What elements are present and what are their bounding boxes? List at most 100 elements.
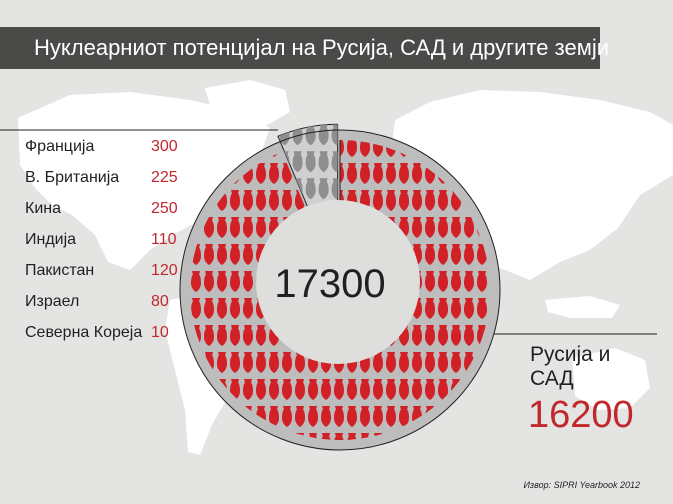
bomb-icon	[464, 325, 474, 346]
bomb-icon	[191, 163, 201, 184]
bomb-icon	[230, 190, 240, 211]
bomb-icon	[267, 97, 277, 118]
bomb-icon	[331, 178, 338, 200]
bomb-icon	[217, 352, 227, 373]
bomb-icon	[425, 217, 435, 238]
bomb-icon	[503, 406, 513, 427]
bomb-icon	[228, 97, 238, 118]
bomb-icon	[451, 217, 461, 238]
bomb-icon	[191, 406, 201, 427]
bomb-icon	[373, 406, 383, 427]
bomb-icon	[490, 190, 500, 211]
bomb-icon	[490, 433, 500, 454]
country-name: Израел	[25, 293, 80, 310]
bomb-icon	[243, 109, 253, 130]
bomb-icon	[464, 433, 474, 440]
bomb-icon	[477, 163, 487, 184]
legend-row: Израел 80	[25, 293, 185, 319]
bomb-icon	[331, 124, 338, 146]
bomb-icon	[425, 379, 435, 400]
bomb-icon	[449, 151, 459, 172]
bomb-icon	[165, 379, 175, 400]
bomb-icon	[243, 190, 253, 211]
bomb-icon	[462, 421, 472, 442]
bomb-icon	[475, 97, 485, 118]
bomb-icon	[319, 97, 329, 118]
bomb-icon	[412, 433, 422, 440]
bomb-icon	[176, 367, 186, 388]
bomb-icon	[464, 298, 474, 319]
bomb-icon	[410, 124, 420, 145]
bomb-icon	[217, 298, 227, 319]
bomb-icon	[464, 244, 474, 265]
bomb-icon	[360, 109, 370, 130]
bomb-icon	[410, 97, 420, 118]
bomb-icon	[191, 271, 201, 292]
bomb-icon	[189, 421, 199, 442]
country-value: 10	[151, 324, 169, 341]
bomb-icon	[423, 97, 433, 118]
bomb-icon	[269, 406, 279, 427]
bomb-icon	[243, 298, 253, 319]
bomb-icon	[256, 352, 266, 373]
bomb-icon	[230, 109, 240, 130]
bomb-icon	[451, 244, 461, 265]
bomb-icon	[254, 97, 264, 118]
bomb-icon	[318, 151, 329, 173]
country-value: 250	[151, 200, 178, 217]
bomb-icon	[202, 421, 212, 442]
bomb-icon	[165, 433, 175, 454]
bomb-icon	[269, 109, 279, 130]
bomb-icon	[295, 406, 305, 427]
bomb-icon	[477, 433, 487, 440]
bomb-icon	[191, 433, 201, 440]
bomb-icon	[215, 124, 225, 145]
bomb-icon	[488, 394, 498, 415]
total-value-label: 17300	[274, 262, 386, 306]
country-name: Индија	[25, 231, 77, 248]
pie-hole	[256, 200, 420, 364]
bomb-icon	[501, 394, 511, 415]
bomb-icon	[267, 124, 277, 145]
bomb-icon	[438, 217, 448, 238]
bomb-icon	[243, 352, 253, 373]
bomb-icon	[438, 379, 448, 400]
bomb-icon	[176, 421, 186, 442]
bomb-icon	[217, 244, 227, 265]
bomb-icon	[334, 379, 344, 400]
bomb-icon	[501, 124, 511, 145]
bomb-icon	[282, 190, 292, 211]
bomb-icon	[436, 124, 446, 145]
bomb-icon	[438, 244, 448, 265]
bomb-icon	[501, 151, 511, 172]
bomb-icon	[305, 178, 316, 200]
bomb-icon	[384, 97, 394, 118]
bomb-icon	[345, 97, 355, 118]
bomb-icon	[241, 421, 251, 442]
bomb-icon	[475, 124, 485, 145]
bomb-icon	[501, 313, 511, 334]
bomb-icon	[256, 163, 266, 184]
bomb-icon	[438, 433, 448, 440]
legend-row: Пакистан 120	[25, 262, 185, 288]
bomb-icon	[331, 151, 338, 173]
bomb-icon	[462, 394, 472, 415]
bomb-icon	[488, 205, 498, 226]
bomb-icon	[477, 406, 487, 427]
bomb-icon	[204, 325, 214, 346]
bomb-icon	[412, 109, 422, 130]
bomb-icon	[360, 406, 370, 427]
bomb-icon	[425, 325, 435, 346]
bomb-icon	[386, 109, 396, 130]
bomb-icon	[373, 379, 383, 400]
bomb-icon	[204, 433, 214, 440]
bomb-icon	[189, 124, 199, 145]
bomb-icon	[475, 394, 485, 415]
bomb-icon	[462, 97, 472, 118]
bomb-icon	[215, 97, 225, 118]
country-name: Северна Кореја	[25, 324, 143, 341]
bomb-icon	[462, 124, 472, 145]
bomb-icon	[256, 190, 266, 211]
bomb-icon	[189, 97, 199, 118]
bomb-icon	[488, 367, 498, 388]
